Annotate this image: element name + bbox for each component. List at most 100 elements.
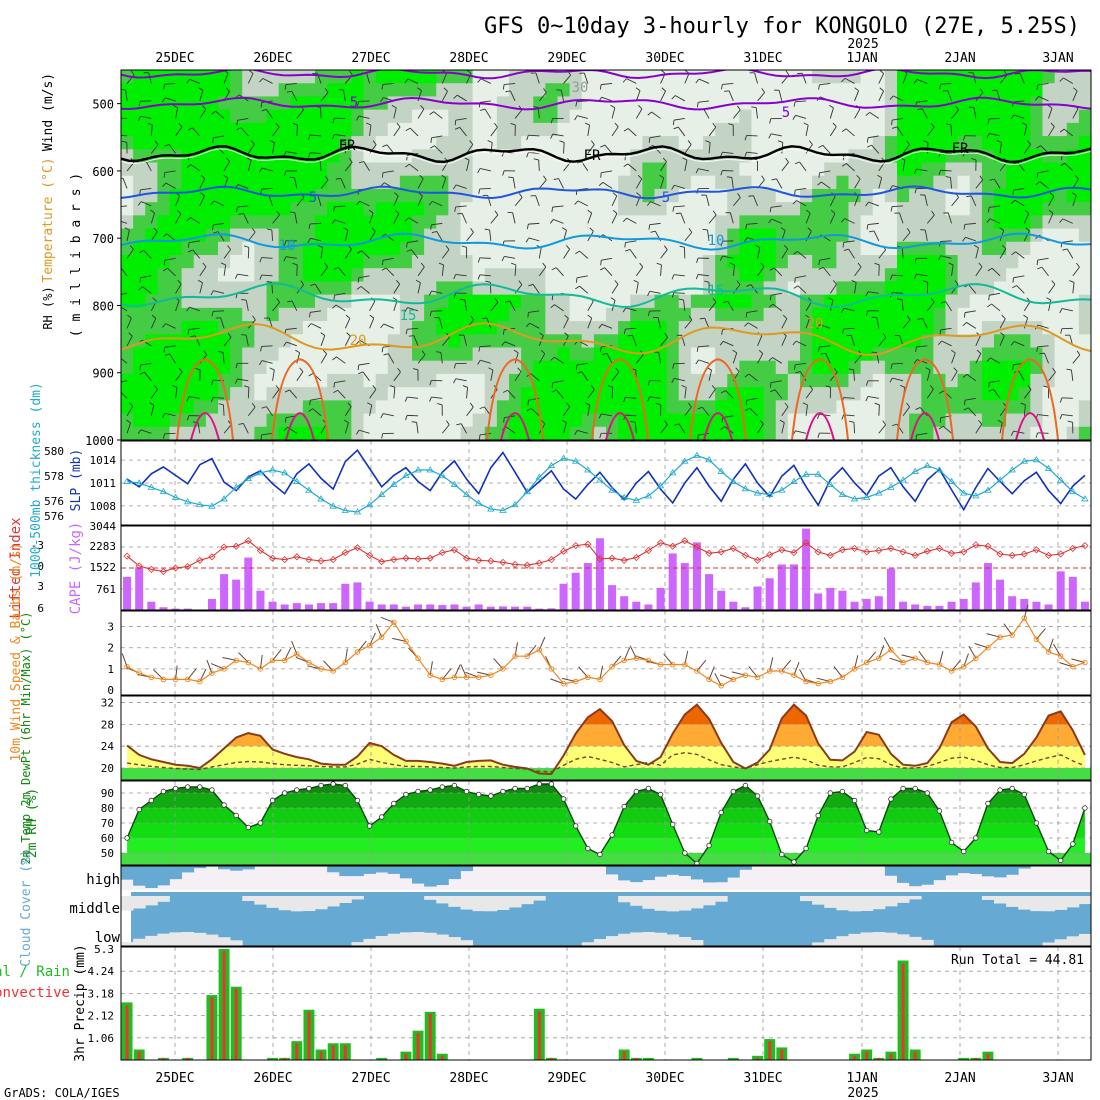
cloud-low-gap: [230, 940, 243, 946]
rh-cell: [375, 241, 389, 256]
rh-cell: [193, 162, 207, 177]
wind-barb: [989, 380, 1001, 383]
rh-cell: [909, 215, 922, 230]
temp-line: [126, 703, 1086, 776]
rh-band: [127, 808, 1085, 823]
wind-barb-flag: [966, 195, 972, 198]
rh-cell: [472, 109, 486, 124]
thickness-point: [353, 508, 362, 515]
rh-cell: [557, 188, 571, 203]
wind-barb: [1048, 126, 1055, 137]
rh-cell: [351, 109, 365, 124]
rh-cell: [994, 426, 1007, 440]
wind-barb: [554, 304, 564, 312]
rh-cell: [460, 400, 474, 415]
cloud-mid-gap: [800, 896, 813, 902]
rh-cell: [169, 268, 183, 283]
rh-cell: [812, 109, 825, 124]
rh-cell: [812, 175, 825, 190]
wind-barb-flag: [453, 363, 457, 369]
wind-barb-flag: [138, 101, 141, 107]
rh-point: [621, 803, 627, 810]
rh-cell: [1054, 268, 1068, 283]
rh-cell: [969, 202, 983, 216]
rh-cell: [727, 136, 740, 150]
wind-barb-flag: [889, 95, 894, 100]
rh-cell: [897, 347, 910, 362]
rh-cell: [630, 70, 643, 84]
cape-bar: [705, 574, 714, 610]
rh-cell: [472, 268, 486, 283]
wind-barb-flag: [130, 70, 135, 76]
li-point: [208, 553, 216, 561]
wind-barb-flag: [794, 190, 796, 196]
rh-cell: [157, 241, 171, 256]
wind-barb: [698, 345, 710, 348]
rh-cell: [581, 83, 595, 98]
rh-point: [1033, 820, 1040, 826]
rh-cell: [424, 268, 437, 283]
rh-cell: [399, 83, 413, 98]
wind-barb-flag: [598, 324, 603, 329]
rh-cell: [824, 136, 837, 150]
rh-point: [257, 820, 264, 826]
rh-cell: [436, 96, 449, 111]
rh-cell: [133, 281, 146, 296]
wind-barb: [512, 177, 516, 189]
cloud-low-gap: [581, 942, 595, 946]
wind-barb-flag: [343, 227, 349, 231]
rh-cell: [1066, 228, 1080, 243]
rh-cell: [521, 202, 534, 216]
wind-barb-flag: [251, 227, 256, 233]
wind-barb: [604, 144, 613, 154]
cloud-high-bar: [897, 866, 910, 883]
rh-cell: [727, 294, 740, 309]
day-label-top: 1JAN: [846, 51, 877, 66]
rh-cell: [375, 294, 389, 309]
rh-cell: [412, 136, 425, 150]
wind-barb: [966, 373, 977, 382]
wind-barb: [1013, 100, 1025, 103]
wind-barb: [441, 161, 449, 172]
wind-barb: [222, 352, 225, 364]
wind-barb: [1023, 125, 1028, 137]
cloud-high-bar: [412, 866, 425, 884]
wind-barb-flag: [671, 378, 675, 383]
wind-barb-flag: [687, 140, 692, 145]
wind-barb-flag: [397, 367, 401, 373]
contour-label: 10: [279, 238, 296, 254]
wind-barb-flag: [190, 335, 196, 338]
rh-cell: [933, 347, 947, 362]
rh-cell: [739, 188, 753, 203]
rh-cell: [933, 294, 947, 309]
li-point: [984, 542, 992, 550]
wind-barb-flag: [200, 174, 206, 179]
rh-cell: [921, 202, 934, 216]
wind-barb-flag: [622, 78, 627, 83]
wind-barb: [537, 107, 540, 119]
wind-barb-flag: [1049, 192, 1055, 197]
rh-cell: [145, 96, 158, 111]
rh-cell: [739, 347, 753, 362]
rh-cell: [848, 426, 862, 440]
cloud-mid-gap: [1030, 896, 1043, 912]
rh-cell: [569, 122, 583, 137]
wind-barb-flag: [502, 84, 505, 90]
wind-barb-flag: [672, 206, 675, 212]
cape-bar: [583, 563, 592, 610]
rh-cell: [836, 149, 850, 164]
rh-cell: [1078, 70, 1091, 84]
rh-cell: [1054, 400, 1068, 415]
rh-cell: [557, 294, 571, 309]
rh-cell: [412, 400, 425, 415]
rh-cell: [351, 149, 365, 164]
rh-cell: [1054, 373, 1068, 388]
wind-barb: [441, 91, 448, 102]
wind-barb: [441, 424, 450, 434]
rh-cell: [921, 426, 934, 440]
rh-cell: [1066, 413, 1080, 428]
rh-cell: [363, 241, 377, 256]
wind-barb: [611, 387, 614, 399]
rh-cell: [169, 307, 183, 322]
rh-cell: [121, 215, 134, 230]
